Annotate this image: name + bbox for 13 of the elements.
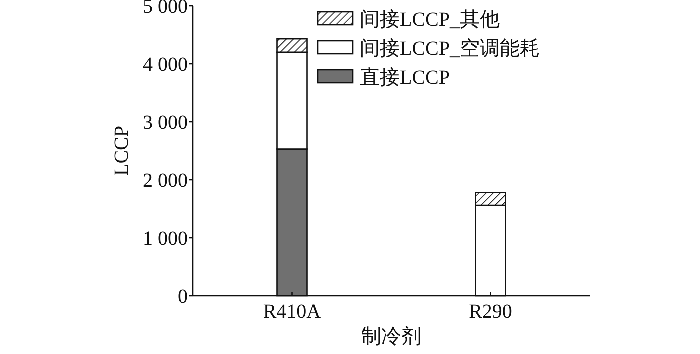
y-tick-label: 1 000 [143, 228, 188, 250]
legend: 间接LCCP_其他 间接LCCP_空调能耗 直接LCCP [317, 9, 540, 89]
y-tick-label: 3 000 [143, 112, 188, 134]
x-axis-title: 制冷剂 [362, 326, 422, 348]
legend-label: 间接LCCP_空调能耗 [360, 38, 540, 60]
legend-label: 直接LCCP [360, 67, 450, 89]
y-tick-label: 2 000 [143, 170, 188, 192]
x-tick-label: R290 [469, 301, 512, 323]
y-tick-label: 0 [178, 286, 188, 308]
x-tick-label: R410A [263, 301, 322, 323]
y-axis-title: LCCP [111, 126, 133, 176]
y-tick-label: 5 000 [143, 0, 188, 18]
y-tick-label: 4 000 [143, 54, 188, 76]
